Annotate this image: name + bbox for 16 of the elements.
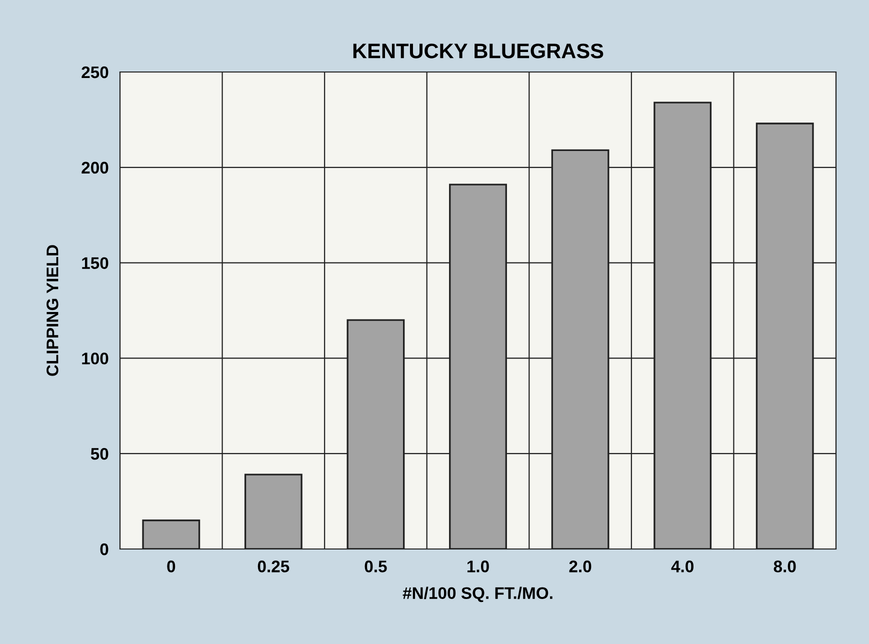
x-tick-label: 2.0: [569, 560, 592, 572]
x-tick-label: 0: [167, 560, 176, 572]
x-axis-title: #N/100 SQ. FT./MO.: [402, 586, 552, 602]
x-tick-label: 8.0: [774, 560, 796, 572]
y-tick-label: 250: [82, 66, 108, 78]
chart-title: KENTUCKY BLUEGRASS: [353, 44, 604, 58]
y-axis-title: CLIPPING YIELD: [46, 245, 58, 376]
x-tick-label: 4.0: [671, 560, 694, 572]
x-tick-label: 0.5: [364, 560, 387, 572]
x-tick-label: 1.0: [467, 560, 489, 572]
x-tick-label: 0.25: [258, 560, 290, 572]
y-tick-label: 0: [100, 543, 108, 556]
y-tick-label: 50: [90, 448, 108, 460]
y-tick-label: 100: [82, 352, 108, 364]
y-tick-label: 200: [82, 162, 108, 174]
y-tick-label: 150: [82, 257, 108, 270]
